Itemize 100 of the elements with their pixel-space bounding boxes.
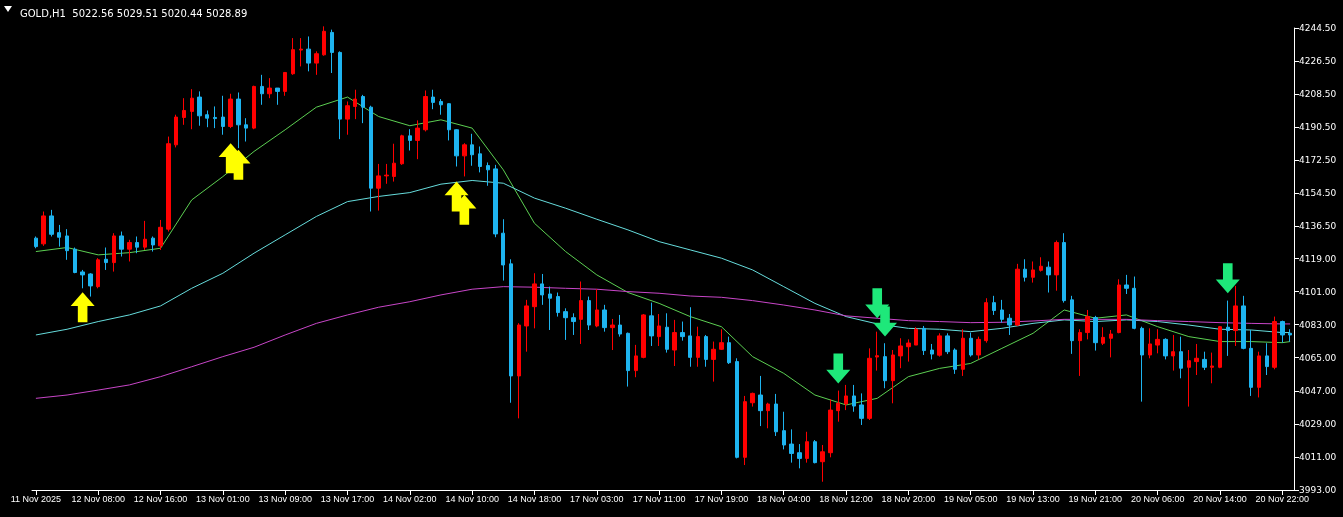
candlestick: [1241, 295, 1246, 350]
candlestick: [618, 314, 622, 338]
candlestick: [852, 384, 856, 413]
candlestick: [672, 319, 677, 367]
candlestick: [1265, 342, 1269, 376]
x-tick-label: 18 Nov 12:00: [819, 493, 873, 504]
candlestick: [805, 431, 809, 464]
candlestick: [166, 136, 171, 233]
candlestick: [634, 344, 638, 378]
candlestick: [969, 332, 973, 358]
candlestick: [517, 322, 521, 419]
candlestick: [369, 105, 373, 213]
candlestick: [221, 95, 225, 136]
candlestick: [563, 307, 568, 341]
candlestick: [1272, 316, 1277, 370]
candlestick: [299, 37, 303, 67]
candlestick: [1085, 309, 1090, 340]
candlestick: [143, 220, 147, 251]
candlestick: [524, 299, 529, 353]
candlestick: [353, 89, 357, 120]
candlestick: [1155, 328, 1160, 354]
candlestick: [454, 128, 459, 168]
x-tick-label: 17 Nov 03:00: [570, 493, 624, 504]
candlestick: [1187, 349, 1191, 408]
candlestick: [688, 306, 692, 368]
candlestick: [844, 384, 848, 411]
line-series: [35, 286, 1291, 399]
candlestick: [361, 94, 365, 124]
candlestick: [875, 331, 879, 372]
y-tick-label: 4101.00: [1299, 286, 1337, 297]
candlestick: [392, 143, 396, 183]
y-tick-label: 4154.50: [1299, 188, 1337, 199]
candlestick: [493, 164, 498, 238]
candlestick: [73, 247, 77, 274]
candlestick: [711, 341, 716, 383]
candlestick: [447, 102, 451, 141]
x-tick-label: 19 Nov 13:00: [1006, 493, 1060, 504]
candlestick: [1109, 329, 1113, 358]
candlestick: [57, 224, 61, 248]
candlestick: [96, 257, 100, 289]
candlestick: [1039, 256, 1043, 273]
x-tick-label: 18 Nov 20:00: [881, 493, 936, 504]
y-tick-label: 4190.50: [1299, 122, 1337, 133]
candlestick: [984, 297, 988, 344]
candlestick: [345, 100, 350, 136]
candlestick: [197, 90, 202, 127]
candlestick: [275, 87, 280, 106]
candlestick: [898, 337, 903, 369]
candlestick: [1054, 240, 1059, 292]
candlestick: [415, 119, 420, 160]
x-tick-label: 13 Nov 01:00: [196, 493, 250, 504]
candlestick: [657, 313, 661, 347]
candlestick: [1015, 263, 1020, 327]
x-tick-label: 13 Nov 17:00: [320, 493, 375, 504]
candlestick: [501, 218, 505, 282]
candlestick: [1117, 278, 1121, 334]
candlestick: [602, 304, 607, 333]
candlestick: [431, 89, 435, 110]
candlestick: [1093, 315, 1098, 352]
y-tick-label: 4065.00: [1299, 352, 1337, 363]
candlestick: [80, 269, 85, 289]
candlestick: [859, 392, 864, 426]
candlestick: [571, 312, 576, 336]
candlestick: [813, 439, 817, 464]
candlestick: [937, 332, 942, 358]
candlestick: [400, 134, 404, 166]
candlestick: [1046, 260, 1051, 294]
candlestick: [883, 342, 887, 389]
candlestick: [509, 258, 513, 404]
y-tick-label: 4011.00: [1299, 451, 1337, 462]
candlestick: [1078, 328, 1082, 377]
candlestick: [532, 272, 537, 329]
candlestick: [1233, 285, 1238, 347]
candlestick: [314, 50, 319, 76]
x-tick-label: 19 Nov 05:00: [943, 493, 998, 504]
y-tick-label: 4136.50: [1299, 221, 1337, 232]
candlestick: [338, 50, 342, 140]
candlestick: [41, 211, 46, 247]
candlestick: [104, 247, 108, 271]
candlestick: [462, 142, 467, 177]
candlestick: [65, 228, 69, 261]
candlestick: [439, 98, 443, 116]
candlestick: [267, 77, 272, 99]
candlestick: [1062, 232, 1066, 304]
candlestick: [735, 357, 739, 459]
candlestick: [283, 71, 287, 97]
candlestick: [922, 325, 926, 356]
candlestick: [540, 273, 544, 306]
candlestick: [1031, 260, 1035, 284]
line-series: [35, 96, 1291, 406]
candlestick: [158, 219, 163, 251]
candlestick: [1163, 337, 1168, 360]
candlestick: [548, 286, 552, 331]
candlestick: [205, 109, 209, 128]
x-tick-label: 12 Nov 08:00: [71, 493, 125, 504]
candlestick: [376, 163, 381, 212]
candlestick: [1179, 336, 1183, 379]
candlestick: [119, 231, 124, 258]
x-tick-label: 18 Nov 04:00: [756, 493, 811, 504]
candlestick: [330, 29, 334, 74]
